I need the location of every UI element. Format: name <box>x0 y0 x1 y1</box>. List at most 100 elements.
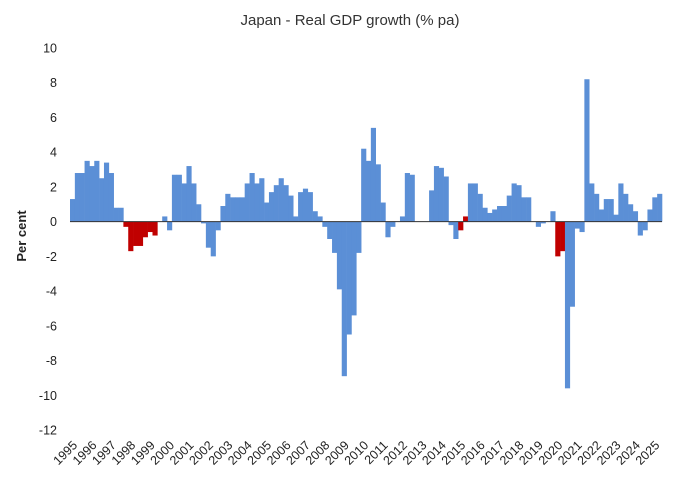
bar <box>497 206 503 222</box>
bar <box>84 160 90 222</box>
bar <box>254 183 260 222</box>
y-axis-ticks: 10 8 6 4 2 0 -2 -4 -6 -8 -10 -12 <box>39 42 57 438</box>
bar <box>351 221 357 316</box>
bar <box>487 212 493 222</box>
bar <box>201 221 207 224</box>
bar <box>569 221 575 307</box>
bar <box>268 192 275 222</box>
bar <box>210 221 216 257</box>
x-axis-ticks: 1995199619971998199920002001200220032004… <box>51 438 663 468</box>
bar <box>341 221 347 377</box>
bar <box>628 204 634 222</box>
bar <box>511 183 517 222</box>
bar <box>623 193 629 222</box>
bar <box>128 221 134 252</box>
bar <box>79 173 85 222</box>
bar <box>133 221 139 246</box>
bar <box>598 209 605 222</box>
bar <box>346 221 352 335</box>
bar <box>147 221 153 233</box>
bar <box>298 192 304 222</box>
bar <box>526 197 532 222</box>
y-tick-label: -2 <box>46 250 57 264</box>
bar <box>215 221 221 231</box>
bar <box>103 162 110 222</box>
bar <box>657 193 663 222</box>
bar <box>167 221 173 231</box>
bar <box>467 183 474 222</box>
y-tick-label: 0 <box>50 215 57 229</box>
bar <box>162 216 168 222</box>
bar <box>647 209 653 222</box>
bar <box>123 221 129 227</box>
bar <box>613 214 619 222</box>
y-tick-label: 6 <box>50 111 57 125</box>
bar <box>191 183 197 222</box>
bar <box>244 183 250 222</box>
bar <box>293 216 299 222</box>
bar <box>589 183 595 222</box>
bar <box>574 221 580 229</box>
bar <box>171 174 178 222</box>
bar <box>142 221 148 238</box>
bar <box>118 207 124 222</box>
bar <box>108 173 114 222</box>
bar <box>356 221 362 253</box>
bar <box>186 166 192 222</box>
bar <box>181 183 187 222</box>
bar <box>477 193 483 222</box>
bar <box>366 160 372 222</box>
bar <box>375 164 381 222</box>
bar <box>385 221 391 238</box>
bar <box>336 221 343 290</box>
bar <box>94 160 100 222</box>
bar <box>560 221 566 252</box>
bar <box>458 221 464 231</box>
bar <box>278 178 284 222</box>
bar <box>70 199 76 222</box>
bar <box>361 148 367 222</box>
bar <box>259 178 265 222</box>
y-tick-label: -8 <box>46 354 57 368</box>
bar <box>564 221 571 389</box>
bar <box>404 173 410 222</box>
bar <box>584 79 590 222</box>
bar <box>89 166 95 222</box>
bar <box>239 197 245 222</box>
bar <box>273 185 279 222</box>
bars-group <box>70 79 663 389</box>
bar <box>433 166 440 222</box>
bar <box>264 202 270 222</box>
bar <box>322 221 328 227</box>
bar <box>506 195 512 222</box>
bar <box>327 221 333 239</box>
y-tick-label: -4 <box>46 285 57 299</box>
bar <box>196 204 202 222</box>
y-tick-label: -10 <box>39 389 57 403</box>
bar <box>137 221 144 246</box>
bar <box>249 173 255 222</box>
bar <box>74 173 80 222</box>
y-tick-label: -12 <box>39 424 57 438</box>
bar <box>463 216 469 222</box>
bar <box>317 216 323 222</box>
bar <box>472 183 478 222</box>
bar <box>448 221 454 226</box>
bar <box>399 216 406 222</box>
bar <box>603 199 609 222</box>
y-tick-label: 8 <box>50 76 57 90</box>
bar <box>594 193 600 222</box>
bar <box>443 176 449 222</box>
bar <box>176 174 182 222</box>
bar <box>501 206 508 222</box>
bar <box>113 207 119 222</box>
bar <box>540 221 546 224</box>
bar <box>332 221 338 253</box>
bar <box>220 206 226 222</box>
bar <box>535 221 541 227</box>
bar <box>225 193 231 222</box>
y-tick-label: 4 <box>50 146 57 160</box>
bar <box>652 197 658 222</box>
bar <box>453 221 459 239</box>
